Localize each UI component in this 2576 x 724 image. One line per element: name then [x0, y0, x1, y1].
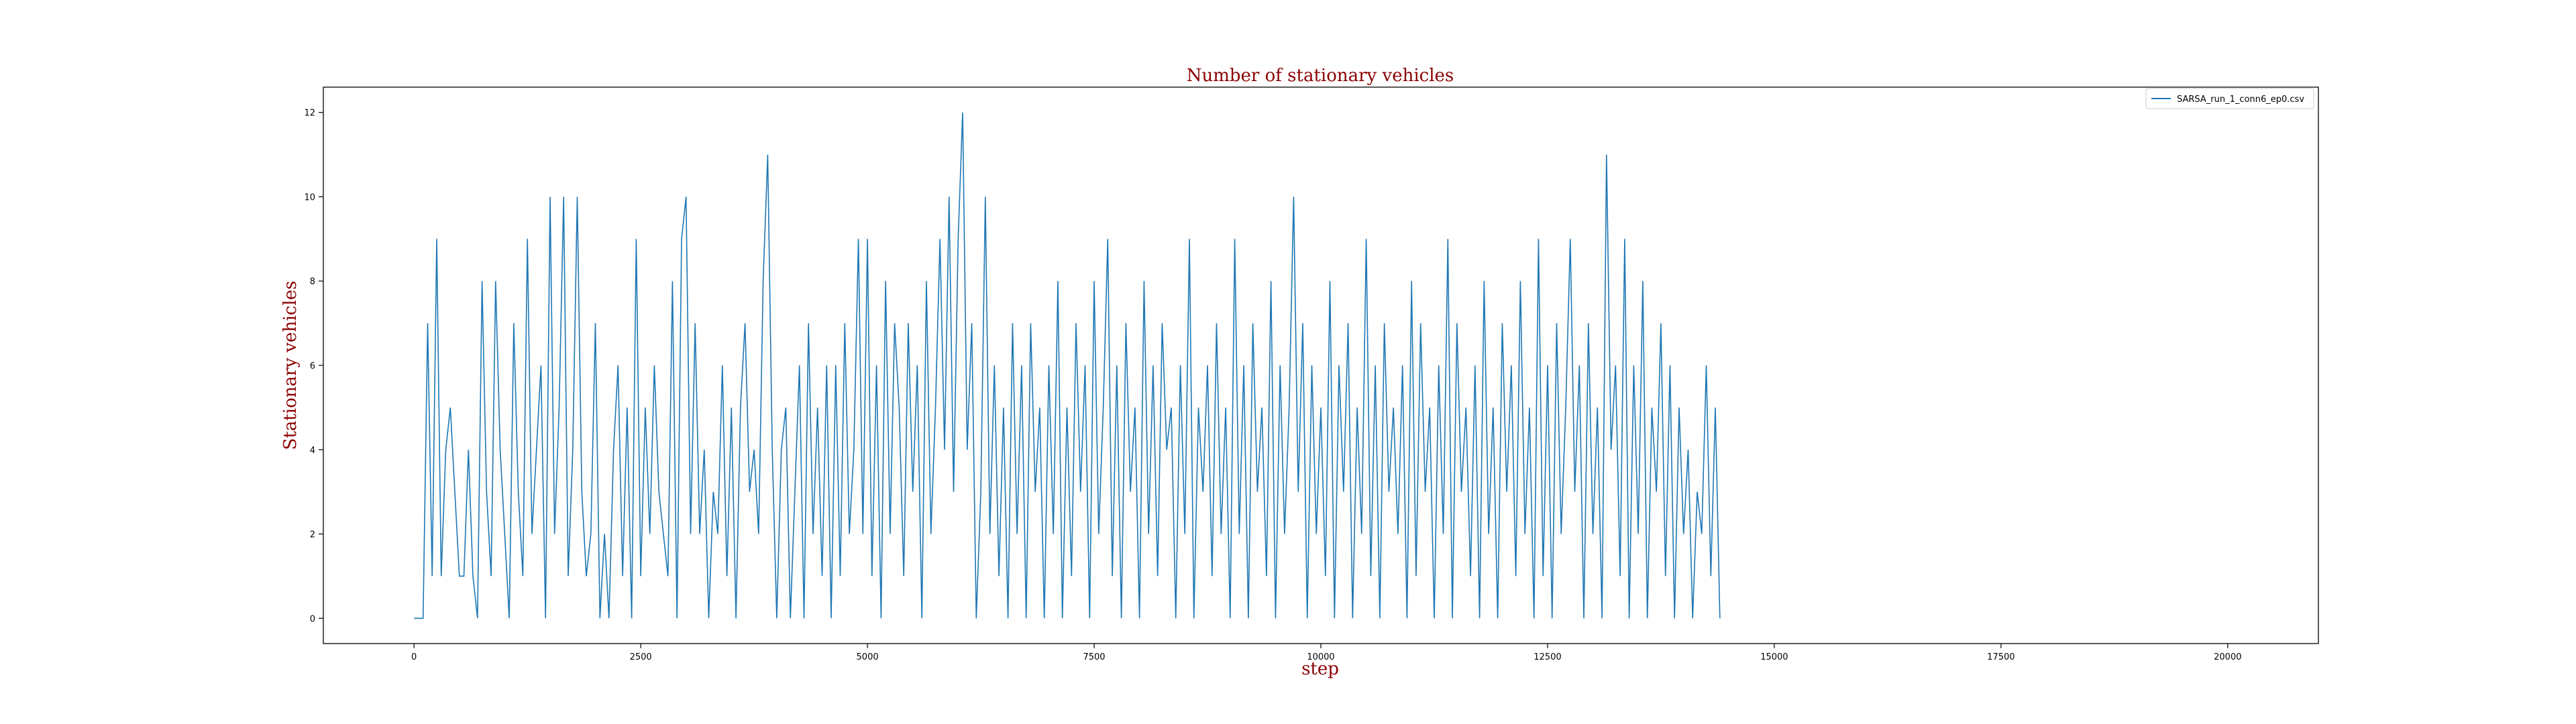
x-tick-label: 12500	[1534, 652, 1561, 662]
series-line-sarsa	[414, 112, 1721, 619]
chart-title: Number of stationary vehicles	[1187, 66, 1454, 86]
x-axis-ticks: 0 2500 5000 7500 10000 12500 15000 17500 20000	[411, 644, 2241, 662]
y-axis-label: Stationary vehicles	[280, 281, 301, 450]
x-tick-label: 15000	[1760, 652, 1788, 662]
legend-label: SARSA_run_1_conn6_ep0.csv	[2177, 95, 2304, 105]
x-tick-label: 0	[411, 652, 417, 662]
y-axis-ticks: 0 2 4 6 8 10 12	[304, 109, 323, 624]
y-tick-label: 8	[310, 277, 315, 287]
x-tick-label: 2500	[630, 652, 652, 662]
y-tick-label: 10	[304, 192, 315, 202]
y-tick-label: 0	[310, 614, 315, 624]
y-tick-label: 12	[304, 109, 315, 119]
x-tick-label: 7500	[1083, 652, 1105, 662]
legend-box	[2145, 88, 2314, 109]
x-tick-label: 17500	[1987, 652, 2015, 662]
plot-area-frame	[323, 86, 2319, 644]
x-tick-label: 5000	[857, 652, 879, 662]
legend: SARSA_run_1_conn6_ep0.csv	[2145, 88, 2314, 109]
y-tick-label: 6	[310, 361, 315, 371]
x-tick-label: 20000	[2214, 652, 2241, 662]
x-tick-label: 10000	[1307, 652, 1334, 662]
y-tick-label: 4	[310, 446, 315, 456]
y-tick-label: 2	[310, 530, 315, 540]
x-axis-label: step	[1301, 659, 1339, 679]
